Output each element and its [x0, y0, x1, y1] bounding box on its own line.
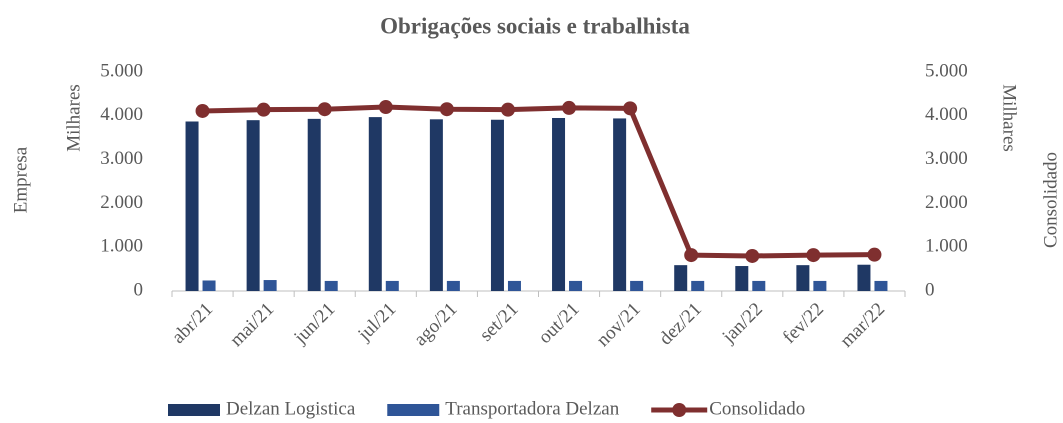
y-tick-label: 5.000 — [100, 60, 143, 81]
line — [202, 104, 875, 259]
bar — [263, 280, 277, 291]
y2-axis-label: Consolidado — [1040, 152, 1061, 248]
y-tick-label: 4.000 — [100, 104, 143, 125]
bar — [691, 280, 705, 291]
bar — [613, 118, 627, 291]
line-marker — [195, 103, 210, 118]
x-tick-label: jan/22 — [718, 299, 767, 348]
legend-label: Transportadora Delzan — [445, 398, 619, 419]
y2-tick-label: 1.000 — [925, 236, 968, 257]
bar — [490, 119, 504, 291]
line-marker — [439, 102, 454, 117]
legend-swatch — [168, 404, 220, 416]
y2-tick-label: 3.000 — [925, 148, 968, 169]
x-tick-label: fev/22 — [779, 299, 828, 348]
x-tick-label: nov/21 — [593, 299, 645, 351]
legend-swatch — [387, 404, 440, 416]
y-axis-unit: Milhares — [63, 84, 84, 152]
line-marker — [256, 102, 271, 117]
x-tick-label: out/21 — [534, 299, 583, 348]
bar — [185, 121, 199, 291]
bar — [202, 280, 216, 291]
legend-swatch — [672, 403, 687, 417]
line-marker — [317, 102, 332, 117]
line-marker — [562, 100, 577, 115]
bar — [246, 120, 260, 292]
y2-tick-label: 5.000 — [925, 60, 968, 81]
bar — [507, 280, 521, 291]
line-marker — [806, 248, 821, 263]
line-marker — [745, 248, 760, 263]
line-marker — [867, 247, 882, 262]
bar — [446, 280, 460, 291]
legend-label: Consolidado — [709, 398, 805, 419]
y-tick-label: 2.000 — [100, 192, 143, 213]
y-tick-label: 1.000 — [100, 236, 143, 257]
x-tick-label: set/21 — [476, 299, 523, 346]
x-tick-label: ago/21 — [410, 299, 461, 350]
bar — [813, 280, 827, 291]
bar — [368, 117, 382, 291]
x-tick-label: jun/21 — [289, 299, 339, 349]
x-tick-label: mai/21 — [226, 299, 278, 351]
line-marker — [500, 102, 515, 117]
y2-tick-label: 2.000 — [925, 192, 968, 213]
y2-axis-unit: Milhares — [999, 84, 1020, 152]
bar — [552, 117, 566, 292]
x-tick-label: abr/21 — [168, 299, 217, 348]
x-tick-label: jul/21 — [353, 299, 400, 346]
line-marker — [378, 100, 393, 115]
y2-tick-label: 0 — [925, 279, 935, 300]
y-tick-label: 0 — [134, 279, 144, 300]
x-tick-label: mar/22 — [836, 299, 889, 352]
y-tick-label: 3.000 — [100, 148, 143, 169]
legend-label: Delzan Logistica — [226, 398, 356, 419]
bar — [735, 266, 749, 291]
bar — [307, 118, 321, 291]
line-marker — [623, 101, 638, 116]
y2-tick-label: 4.000 — [925, 104, 968, 125]
line-marker — [684, 248, 699, 263]
y-axis-label: Empresa — [10, 146, 31, 213]
x-tick-label: dez/21 — [655, 299, 706, 350]
bar — [874, 280, 888, 291]
bar — [674, 265, 688, 291]
bar — [324, 280, 338, 291]
chart-title: Obrigações sociais e trabalhista — [380, 13, 690, 38]
bar — [385, 280, 399, 291]
bar — [796, 265, 810, 291]
bar — [752, 280, 766, 291]
bar — [569, 280, 583, 291]
bar — [857, 264, 871, 291]
bar — [429, 119, 443, 291]
bar — [630, 280, 644, 291]
